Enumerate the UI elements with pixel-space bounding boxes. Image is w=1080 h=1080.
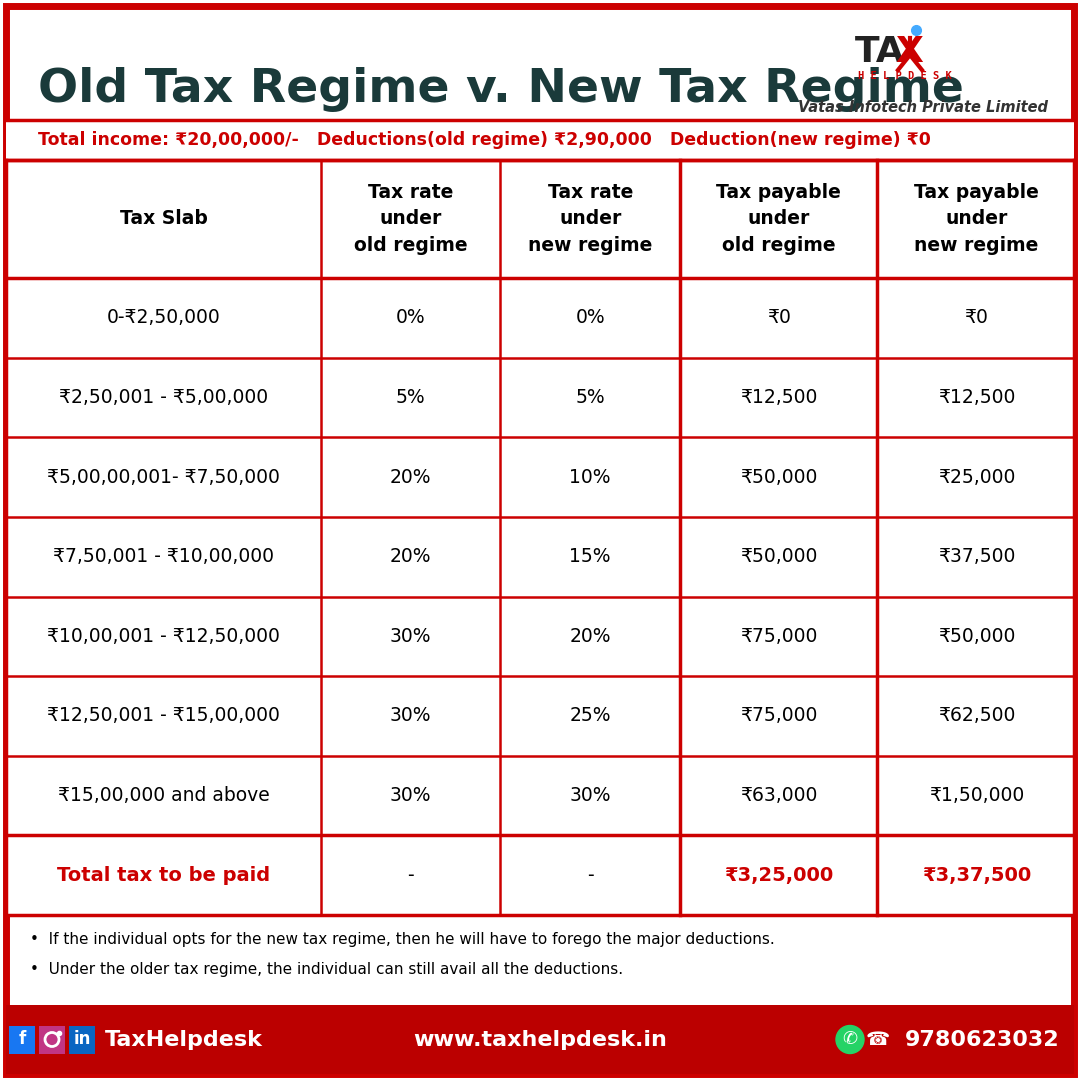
Text: Tax payable
under
old regime: Tax payable under old regime bbox=[716, 183, 841, 255]
Text: ₹1,50,000: ₹1,50,000 bbox=[929, 786, 1024, 805]
Bar bbox=[69, 1026, 95, 1053]
Text: in: in bbox=[73, 1030, 91, 1049]
Text: ₹2,50,001 - ₹5,00,000: ₹2,50,001 - ₹5,00,000 bbox=[59, 388, 268, 407]
Text: 25%: 25% bbox=[569, 706, 611, 726]
Text: -: - bbox=[407, 866, 414, 885]
Text: Tax rate
under
old regime: Tax rate under old regime bbox=[354, 183, 468, 255]
Text: 30%: 30% bbox=[390, 626, 432, 646]
Bar bbox=[6, 160, 1074, 915]
Text: ₹25,000: ₹25,000 bbox=[937, 468, 1015, 487]
Text: X: X bbox=[895, 35, 923, 69]
Text: 20%: 20% bbox=[390, 468, 432, 487]
Text: 0-₹2,50,000: 0-₹2,50,000 bbox=[107, 308, 220, 327]
Text: ₹10,00,001 - ₹12,50,000: ₹10,00,001 - ₹12,50,000 bbox=[48, 626, 280, 646]
Text: 30%: 30% bbox=[390, 786, 432, 805]
Text: Vatas Infotech Private Limited: Vatas Infotech Private Limited bbox=[798, 100, 1048, 116]
Text: TA: TA bbox=[855, 35, 905, 69]
Text: 30%: 30% bbox=[390, 706, 432, 726]
Text: Total tax to be paid: Total tax to be paid bbox=[57, 866, 270, 885]
Text: ₹37,500: ₹37,500 bbox=[937, 548, 1015, 566]
Text: ₹12,500: ₹12,500 bbox=[740, 388, 818, 407]
Text: ₹7,50,001 - ₹10,00,000: ₹7,50,001 - ₹10,00,000 bbox=[53, 548, 274, 566]
Text: ₹0: ₹0 bbox=[964, 308, 988, 327]
Text: TaxHelpdesk: TaxHelpdesk bbox=[105, 1029, 262, 1050]
Text: 5%: 5% bbox=[396, 388, 426, 407]
Text: ₹12,500: ₹12,500 bbox=[937, 388, 1015, 407]
Text: 9780623032: 9780623032 bbox=[905, 1029, 1059, 1050]
Text: ☎: ☎ bbox=[866, 1030, 890, 1049]
Text: ₹75,000: ₹75,000 bbox=[740, 706, 818, 726]
Text: ₹12,50,001 - ₹15,00,000: ₹12,50,001 - ₹15,00,000 bbox=[48, 706, 280, 726]
Text: ₹50,000: ₹50,000 bbox=[740, 548, 818, 566]
Text: 0%: 0% bbox=[396, 308, 426, 327]
Text: Tax Slab: Tax Slab bbox=[120, 210, 207, 229]
Text: ₹50,000: ₹50,000 bbox=[937, 626, 1015, 646]
Text: www.taxhelpdesk.in: www.taxhelpdesk.in bbox=[413, 1029, 667, 1050]
Text: •  If the individual opts for the new tax regime, then he will have to forego th: • If the individual opts for the new tax… bbox=[30, 932, 774, 947]
Text: 20%: 20% bbox=[569, 626, 611, 646]
Text: 10%: 10% bbox=[569, 468, 611, 487]
Text: -: - bbox=[586, 866, 594, 885]
Text: ₹5,00,00,001- ₹7,50,000: ₹5,00,00,001- ₹7,50,000 bbox=[48, 468, 280, 487]
Text: ₹3,37,500: ₹3,37,500 bbox=[921, 866, 1031, 885]
Text: 20%: 20% bbox=[390, 548, 432, 566]
Text: 15%: 15% bbox=[569, 548, 611, 566]
Text: •  Under the older tax regime, the individual can still avail all the deductions: • Under the older tax regime, the indivi… bbox=[30, 962, 623, 977]
Text: ₹62,500: ₹62,500 bbox=[937, 706, 1015, 726]
Text: ✆: ✆ bbox=[842, 1030, 858, 1049]
Text: ₹63,000: ₹63,000 bbox=[740, 786, 818, 805]
Text: H E L P D E S K: H E L P D E S K bbox=[858, 71, 951, 81]
Text: ₹75,000: ₹75,000 bbox=[740, 626, 818, 646]
Text: Old Tax Regime v. New Tax Regime: Old Tax Regime v. New Tax Regime bbox=[38, 67, 963, 112]
Text: 5%: 5% bbox=[576, 388, 605, 407]
Bar bbox=[6, 1005, 1074, 1074]
Bar bbox=[9, 1026, 35, 1053]
Text: Total income: ₹20,00,000/-   Deductions(old regime) ₹2,90,000   Deduction(new re: Total income: ₹20,00,000/- Deductions(ol… bbox=[38, 131, 931, 149]
Text: ₹15,00,000 and above: ₹15,00,000 and above bbox=[57, 786, 269, 805]
Text: 0%: 0% bbox=[576, 308, 605, 327]
Text: ₹50,000: ₹50,000 bbox=[740, 468, 818, 487]
Text: Tax rate
under
new regime: Tax rate under new regime bbox=[528, 183, 652, 255]
Circle shape bbox=[836, 1026, 864, 1053]
Text: ₹0: ₹0 bbox=[767, 308, 791, 327]
Text: 30%: 30% bbox=[569, 786, 611, 805]
Text: ₹3,25,000: ₹3,25,000 bbox=[724, 866, 834, 885]
Bar bbox=[39, 1026, 65, 1053]
Bar bbox=[6, 120, 1074, 160]
Text: Tax payable
under
new regime: Tax payable under new regime bbox=[914, 183, 1039, 255]
Text: f: f bbox=[18, 1030, 26, 1049]
